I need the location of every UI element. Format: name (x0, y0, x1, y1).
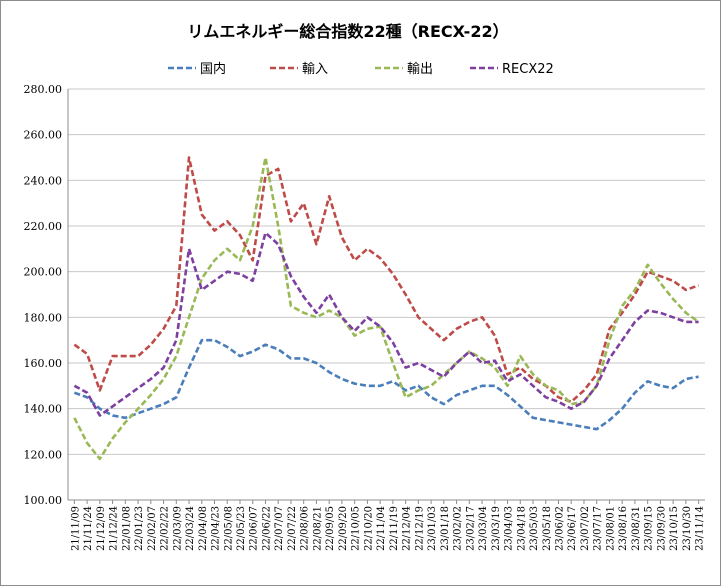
series-lines (73, 156, 700, 461)
x-tick-label: 23/08/16 (618, 506, 629, 551)
x-tick-label: 23/05/03 (529, 506, 540, 551)
x-tick-label: 23/04/03 (504, 506, 515, 551)
x-tick-label: 22/01/08 (121, 506, 132, 551)
x-tick-label: 22/06/22 (261, 506, 272, 551)
legend: 国内 輸入 輸出 RECX22 (168, 61, 554, 77)
x-tick-label: 22/05/08 (223, 506, 234, 551)
x-tick-label: 23/10/15 (669, 506, 680, 551)
x-tick-label: 23/02/17 (465, 506, 476, 551)
x-tick-label: 23/01/03 (427, 506, 438, 551)
x-tick-label: 21/12/24 (109, 506, 120, 551)
y-tick-label: 180.00 (24, 311, 63, 324)
x-tick-label: 22/03/09 (172, 506, 183, 551)
y-tick-label: 260.00 (24, 129, 63, 142)
x-tick-label: 23/08/01 (605, 506, 616, 551)
y-tick-label: 200.00 (24, 266, 63, 279)
x-tick-label: 23/08/31 (631, 506, 642, 551)
x-tick-label: 23/11/14 (695, 506, 706, 551)
y-tick-label: 220.00 (24, 220, 63, 233)
series-line-3 (73, 231, 699, 417)
x-tick-label: 23/02/02 (453, 506, 464, 551)
x-tick-label: 22/04/08 (198, 506, 209, 551)
x-tick-label: 23/03/19 (491, 506, 502, 551)
legend-label: 国内 (200, 61, 226, 77)
x-tick-label: 22/12/19 (414, 506, 425, 551)
x-tick-label: 22/09/20 (338, 506, 349, 551)
legend-label: 輸入 (302, 62, 328, 77)
gridlines (68, 88, 705, 501)
y-tick-label: 100.00 (24, 494, 63, 507)
x-tick-label: 23/04/18 (516, 506, 527, 551)
x-tick-label: 23/10/30 (682, 506, 693, 551)
x-tick-label: 22/01/23 (134, 506, 145, 551)
x-tick-label: 21/12/09 (96, 506, 107, 551)
x-tick-label: 22/04/23 (211, 506, 222, 551)
y-tick-label: 140.00 (24, 403, 63, 416)
x-tick-label: 22/05/23 (236, 506, 247, 551)
y-axis-ticks: 100.00 120.00 140.00 160.00 180.00 200.00 220.… (24, 83, 63, 507)
y-tick-label: 160.00 (24, 357, 63, 370)
x-tick-label: 22/07/07 (274, 506, 285, 551)
x-tick-label: 23/06/17 (567, 506, 578, 551)
x-tick-label: 23/07/02 (580, 506, 591, 551)
x-tick-label: 22/11/04 (376, 506, 387, 551)
x-tick-label: 23/01/18 (440, 506, 451, 551)
x-tick-label: 23/09/15 (644, 506, 655, 551)
x-tick-label: 22/02/22 (160, 506, 171, 551)
y-tick-label: 280.00 (24, 83, 63, 96)
x-tick-label: 23/07/17 (593, 506, 604, 551)
x-tick-label: 22/10/05 (351, 506, 362, 551)
x-tick-label: 22/09/05 (325, 506, 336, 551)
x-tick-label: 22/06/07 (249, 506, 260, 551)
x-tick-label: 21/11/09 (70, 506, 81, 551)
axes (67, 89, 705, 501)
x-axis-ticks: 21/11/09 21/11/24 21/12/09 21/12/24 22/01/08… (70, 500, 706, 551)
series-line-2 (73, 156, 700, 461)
x-tick-label: 23/05/18 (542, 506, 553, 551)
legend-label: 輸出 (407, 62, 433, 77)
chart-title: リムエネルギー総合指数22種（RECX-22） (187, 22, 508, 41)
legend-label: RECX22 (502, 62, 554, 77)
x-tick-label: 23/09/30 (656, 506, 667, 551)
x-tick-label: 22/12/04 (402, 506, 413, 551)
x-tick-label: 22/07/22 (287, 506, 298, 551)
y-tick-label: 120.00 (24, 448, 63, 461)
x-tick-label: 22/03/24 (185, 506, 196, 551)
x-tick-label: 22/02/07 (147, 506, 158, 551)
x-tick-label: 23/06/02 (554, 506, 565, 551)
x-tick-label: 22/08/06 (300, 506, 311, 551)
x-tick-label: 22/08/21 (312, 506, 323, 551)
series-line-0 (73, 338, 699, 431)
y-tick-label: 240.00 (24, 174, 63, 187)
x-tick-label: 22/10/20 (363, 506, 374, 551)
x-tick-label: 21/11/24 (83, 506, 94, 551)
x-tick-label: 22/11/19 (389, 506, 400, 551)
x-tick-label: 23/03/04 (478, 506, 489, 551)
series-line-1 (73, 156, 700, 404)
